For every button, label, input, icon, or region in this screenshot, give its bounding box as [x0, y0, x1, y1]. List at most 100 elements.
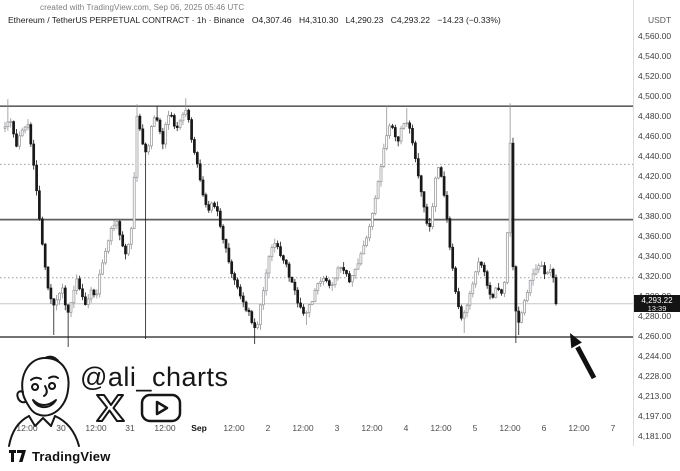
candle-body: [40, 218, 44, 245]
time-axis-label: 12:00: [361, 423, 383, 433]
candle-body: [190, 119, 193, 140]
candle-body: [69, 302, 73, 313]
candle-body: [531, 273, 535, 281]
candle-body: [204, 194, 208, 205]
candle-body: [517, 310, 521, 323]
ohlc-open: O4,307.46: [251, 15, 292, 25]
candle-body: [193, 139, 196, 153]
candle-body: [250, 311, 254, 323]
symbol-ohlc-row[interactable]: Ethereum / TetherUS PERPETUAL CONTRACT ·…: [8, 15, 506, 25]
candle-body: [175, 125, 179, 128]
price-axis-label: 4,560.00: [638, 31, 672, 41]
candle-body: [445, 194, 449, 219]
candle-body: [150, 126, 153, 147]
candle-body: [167, 114, 170, 125]
candle-body: [356, 263, 360, 270]
candle-body: [284, 259, 288, 265]
candle-body: [201, 179, 205, 196]
time-axis-label: 12:00: [292, 423, 314, 433]
candle-body: [66, 304, 70, 313]
candle-body: [500, 289, 503, 294]
candle-body: [497, 287, 500, 290]
time-axis-label: 12:00: [16, 423, 38, 433]
last-price-badge: 4,293.22 13:39: [634, 295, 680, 312]
candle-body: [52, 298, 56, 306]
price-axis-label: 4,320.00: [638, 271, 672, 281]
candle-body: [511, 142, 515, 268]
candle-body: [333, 277, 337, 286]
price-axis-label: 4,460.00: [638, 131, 672, 141]
candle-body: [84, 296, 87, 305]
candle-body: [218, 210, 222, 227]
candle-body: [471, 283, 475, 294]
candle-body: [348, 273, 351, 283]
candle-body: [534, 268, 538, 275]
candle-body: [158, 119, 162, 132]
candle-body: [494, 287, 498, 298]
candle-body: [81, 288, 84, 298]
candle-body: [132, 176, 136, 229]
candle-body: [244, 301, 248, 311]
candle-body: [474, 271, 478, 285]
candle-body: [63, 287, 67, 306]
bar-countdown: 13:39: [647, 304, 667, 313]
time-axis-label: 12:00: [154, 423, 176, 433]
price-axis-label: 4,181.00: [638, 431, 672, 441]
candle-body: [528, 280, 532, 293]
candle-body: [72, 290, 76, 304]
candle-body: [408, 122, 412, 129]
candle-body: [350, 275, 354, 283]
candle-body: [89, 289, 93, 300]
candle-body: [371, 213, 374, 227]
candle-body: [468, 293, 472, 306]
candle-body: [261, 290, 265, 306]
candle-body: [161, 131, 165, 145]
candle-body: [310, 301, 314, 306]
candle-body: [462, 312, 466, 319]
candle-body: [543, 265, 546, 275]
candle-body: [270, 247, 274, 258]
time-axis-label: 12:00: [568, 423, 590, 433]
arrow-annotation-shaft[interactable]: [575, 345, 597, 380]
candle-body: [138, 115, 142, 130]
candle-body: [425, 206, 429, 224]
candle-body: [379, 166, 383, 183]
candle-body: [147, 145, 150, 153]
candle-body: [127, 243, 130, 255]
arrow-annotation-head[interactable]: [570, 333, 582, 349]
candle-body: [101, 262, 104, 275]
candle-body: [422, 191, 426, 208]
price-axis-label: 4,340.00: [638, 251, 672, 261]
ohlc-high: H4,310.30: [298, 15, 339, 25]
candle-body: [23, 126, 27, 131]
candle-body: [104, 251, 107, 264]
candle-body: [459, 306, 463, 319]
candle-body: [49, 287, 53, 300]
symbol-title[interactable]: Ethereum / TetherUS PERPETUAL CONTRACT ·…: [8, 15, 245, 25]
candle-body: [451, 246, 455, 269]
candle-body: [121, 234, 125, 247]
watermark-handle: @ali_charts: [80, 362, 229, 392]
time-axis-label: 7: [610, 423, 616, 433]
candle-body: [431, 206, 434, 227]
candle-body: [195, 152, 199, 165]
price-axis-label: 4,520.00: [638, 71, 672, 81]
watermark-icons: [94, 392, 182, 424]
time-axis-label: 5: [472, 423, 478, 433]
candle-body: [299, 302, 302, 308]
candle-body: [18, 135, 21, 147]
candle-body: [505, 232, 509, 283]
candle-body: [124, 245, 127, 255]
candle-body: [414, 142, 417, 159]
candle-body: [9, 121, 13, 123]
candle-body: [144, 143, 147, 153]
last-price-value: 4,293.22: [641, 296, 673, 305]
candle-body: [43, 243, 47, 268]
time-axis-label: 3: [334, 423, 340, 433]
candle-body: [465, 304, 469, 313]
candle-body: [411, 127, 414, 144]
time-axis-label: 12:00: [499, 423, 521, 433]
price-axis-label: 4,540.00: [638, 51, 672, 61]
candle-body: [488, 285, 492, 295]
